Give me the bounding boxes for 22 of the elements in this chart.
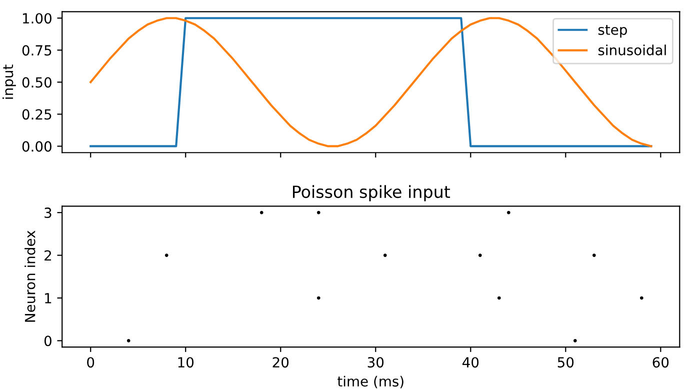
y-tick-label: 3 — [44, 208, 52, 218]
legend-label: sinusoidal — [598, 44, 666, 56]
y-tick-label: 0.00 — [22, 141, 52, 152]
x-tick-label: 40 — [462, 357, 479, 368]
legend-label: step — [598, 25, 627, 38]
y-tick-label: 0 — [44, 336, 52, 346]
x-tick-label: 50 — [558, 357, 574, 368]
y-axis-title: Neuron index — [24, 230, 36, 322]
y-tick-label: 0.50 — [22, 77, 52, 88]
chart-title: Poisson spike input — [292, 185, 450, 202]
y-tick-label: 2 — [44, 250, 51, 261]
x-tick-label: 10 — [178, 357, 194, 368]
y-tick-label: 1.00 — [22, 13, 52, 24]
y-tick-label: 1 — [45, 293, 52, 304]
x-tick-label: 0 — [87, 357, 94, 368]
y-tick-label: 0.75 — [22, 45, 52, 56]
x-tick-label: 20 — [272, 357, 289, 368]
y-axis-title: input — [2, 64, 16, 99]
y-tick-label: 0.25 — [22, 109, 52, 120]
x-axis-title: time (ms) — [338, 376, 404, 388]
x-tick-label: 30 — [368, 357, 384, 368]
x-tick-label: 60 — [652, 357, 669, 368]
